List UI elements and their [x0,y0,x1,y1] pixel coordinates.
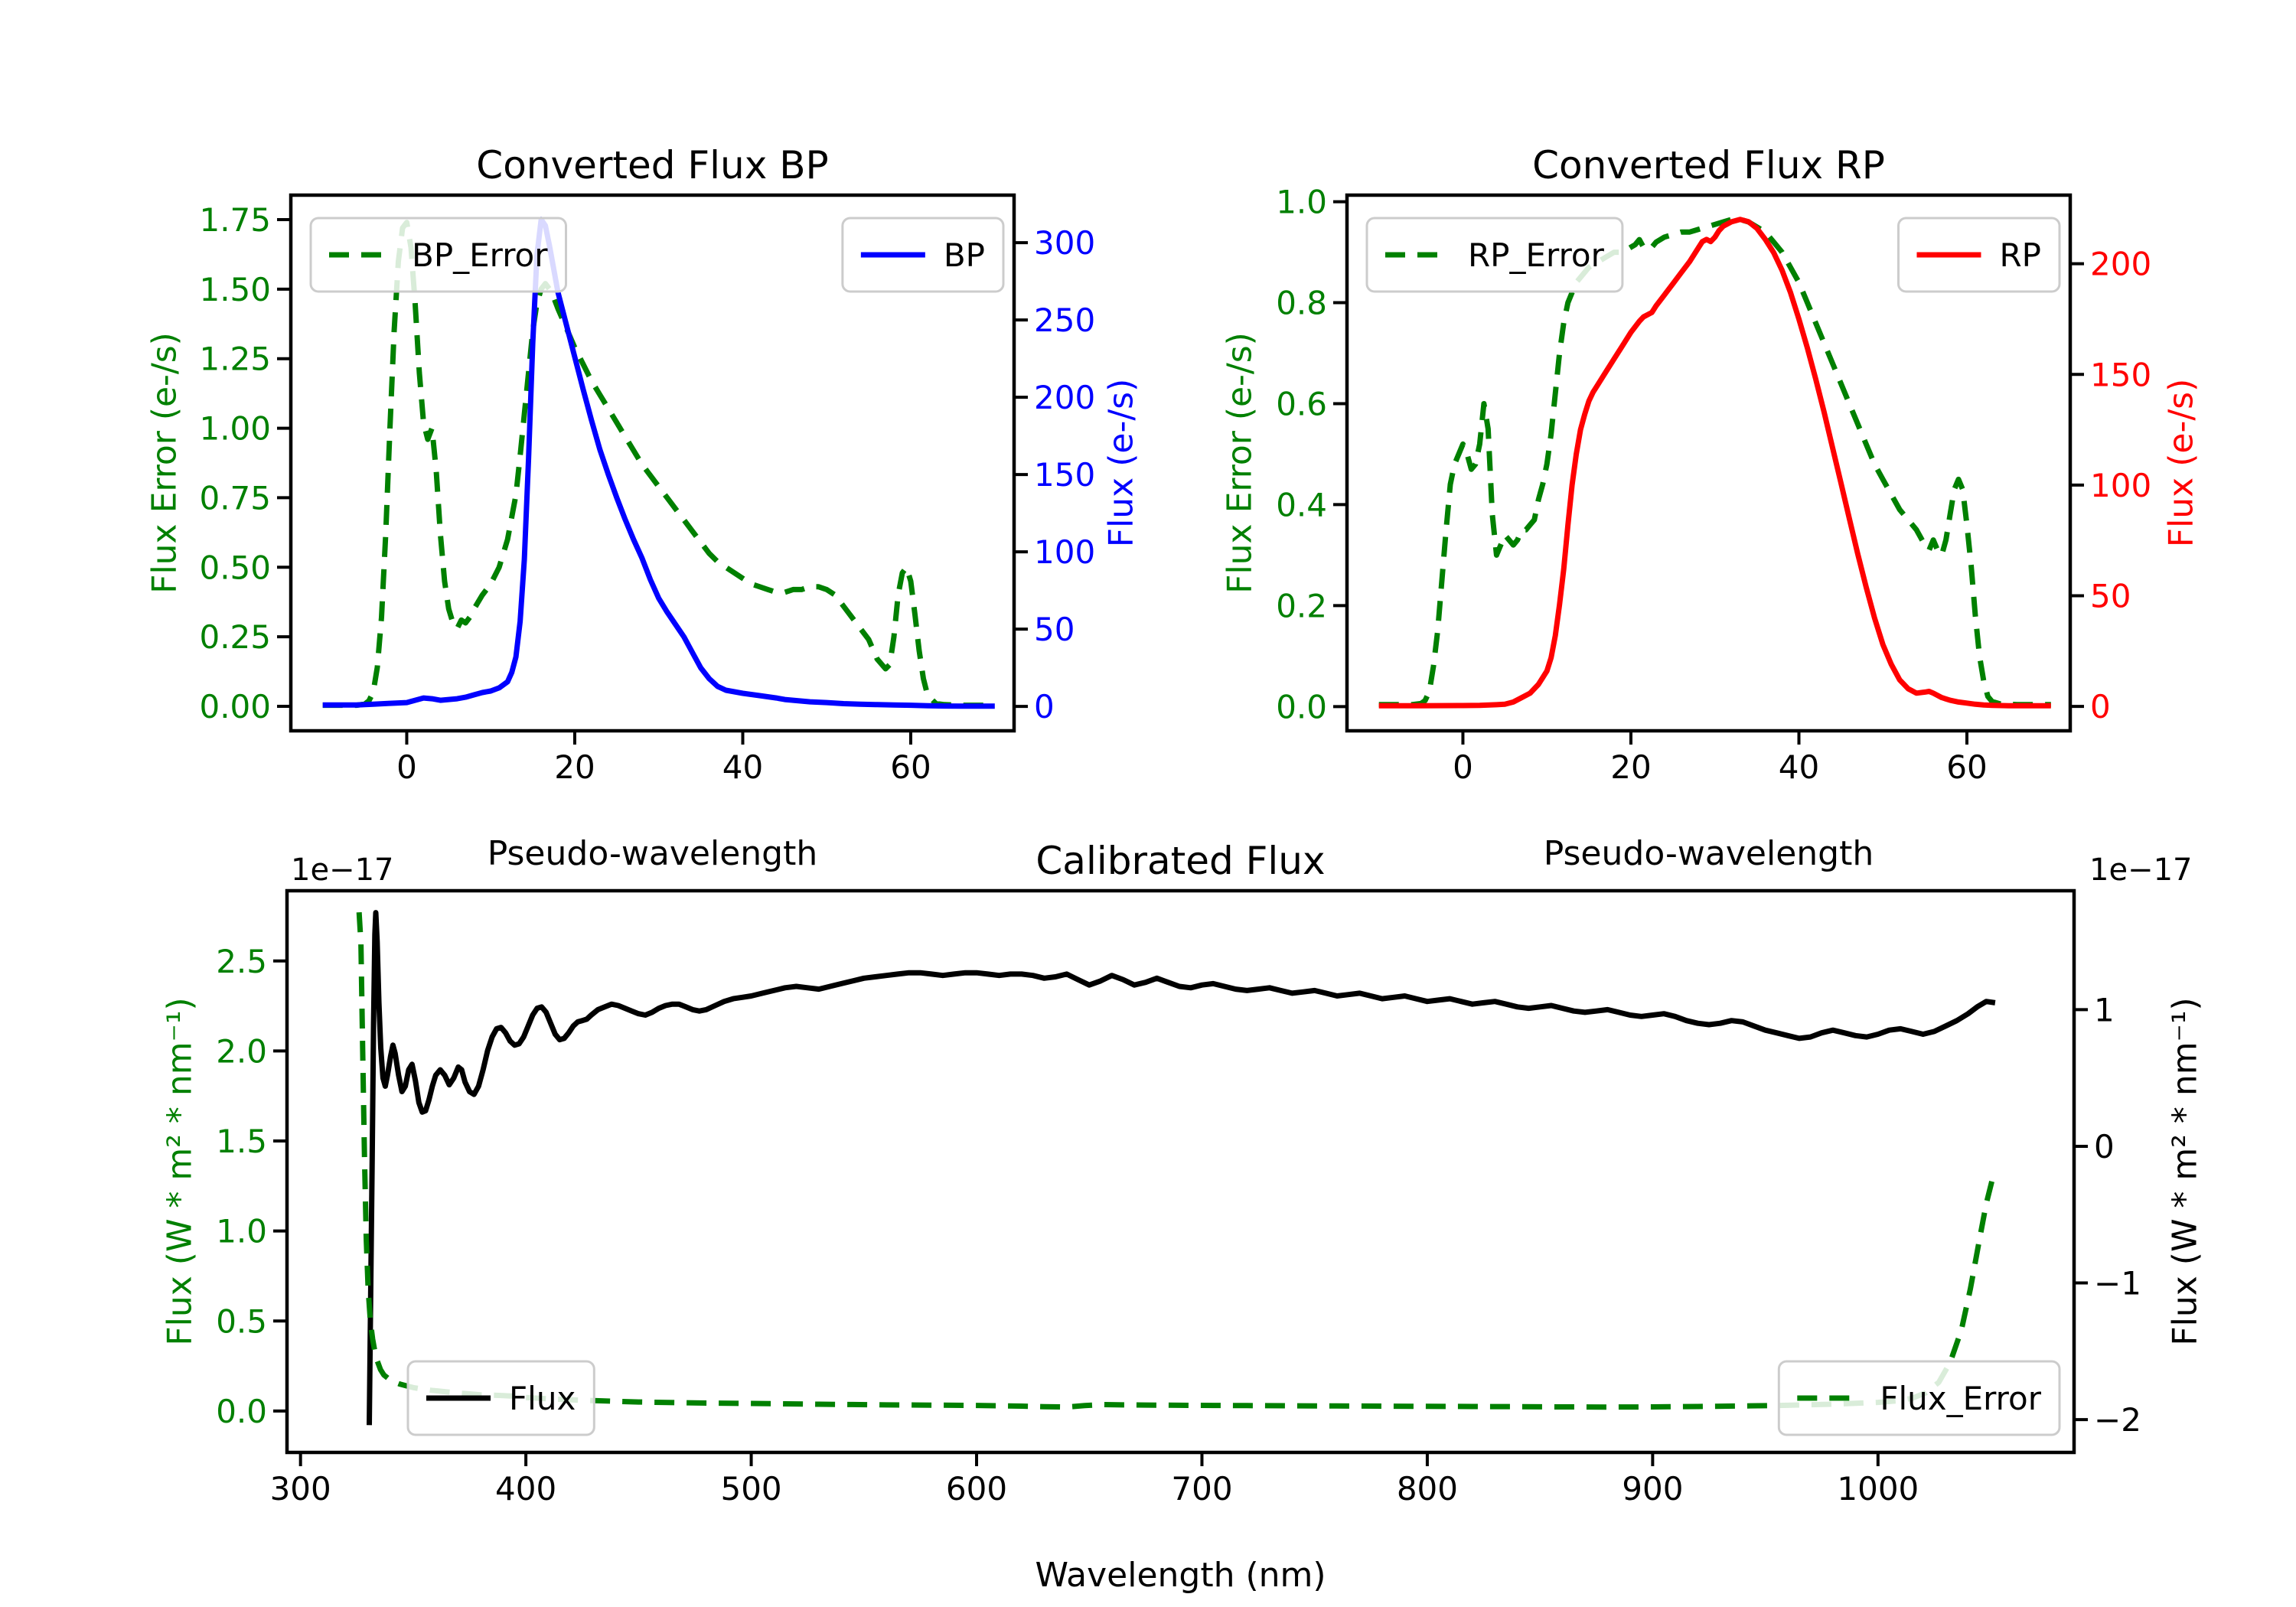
legend-box-Flux [406,1360,595,1436]
converted-flux-rp-left-tick-label: 0.2 [1276,587,1327,624]
calibrated-flux-title: Calibrated Flux [1035,839,1325,883]
calibrated-flux-right-offset-text: 1e−17 [2089,852,2192,888]
converted-flux-bp-series-layer [322,217,995,709]
calibrated-flux-right-tick-label: −2 [2094,1401,2141,1439]
converted-flux-bp-frame [289,193,1016,733]
converted-flux-rp-left-tick-label: 0.8 [1276,285,1327,322]
series-BP-line [322,217,995,709]
calibrated-flux-x-axis-label: Wavelength (nm) [1035,1556,1326,1595]
converted-flux-bp-left-tick-label: 1.75 [199,201,271,239]
converted-flux-bp-right-tick-label: 300 [1034,224,1095,262]
legend-label-BP_Error: BP_Error [412,236,548,274]
calibrated-flux-left-tick-label: 2.5 [216,943,267,980]
converted-flux-rp-x-tick-label: 20 [1610,748,1651,786]
converted-flux-bp-right-tick-label: 250 [1034,302,1095,339]
converted-flux-bp-right-axis-label: Flux (e-/s) [1102,379,1141,547]
converted-flux-bp-right-tick-label: 200 [1034,379,1095,416]
series-RP_Error-line [1378,217,2051,708]
legend-label-RP_Error: RP_Error [1468,236,1605,274]
calibrated-flux-x-tick-label: 1000 [1837,1470,1919,1508]
calibrated-flux-left-tick-label: 0.0 [216,1393,267,1430]
series-RP-line [1378,217,2051,709]
series-BP_Error-line [322,220,995,709]
legend-label-RP: RP [1999,236,2041,274]
legend-box-BP_Error [309,217,568,293]
converted-flux-rp-x-tick-label: 60 [1946,748,1987,786]
converted-flux-bp-right-tick-label: 150 [1034,456,1095,494]
converted-flux-rp-right-tick-label: 100 [2090,467,2151,504]
legend-label-Flux_Error: Flux_Error [1880,1380,2041,1417]
calibrated-flux-series-layer [356,910,1996,1426]
converted-flux-bp-right-tick-label: 0 [1034,688,1055,725]
calibrated-flux-x-tick-label: 900 [1622,1470,1683,1508]
series-Flux-line [367,910,1996,1426]
calibrated-flux-frame [285,888,2076,1455]
converted-flux-rp-left-tick-label: 0.0 [1276,688,1327,725]
converted-flux-bp-x-tick-label: 60 [890,748,931,786]
converted-flux-bp-title: Converted Flux BP [476,143,828,187]
converted-flux-rp-left-tick-label: 0.6 [1276,385,1327,422]
converted-flux-bp-left-tick-label: 0.00 [199,688,271,725]
calibrated-flux-x-tick-label: 800 [1397,1470,1458,1508]
converted-flux-rp-left-tick-label: 1.0 [1276,184,1327,221]
calibrated-flux-left-tick-label: 0.5 [216,1302,267,1340]
converted-flux-rp-right-tick-label: 200 [2090,246,2151,283]
converted-flux-rp-title: Converted Flux RP [1532,143,1885,187]
calibrated-flux-x-tick-label: 400 [495,1470,556,1508]
calibrated-flux-left-tick-label: 1.5 [216,1123,267,1160]
converted-flux-bp-left-tick-label: 0.75 [199,479,271,517]
converted-flux-rp-frame [1345,193,2073,733]
calibrated-flux-left-offset-text: 1e−17 [291,852,393,888]
calibrated-flux-right-tick-label: 0 [2094,1128,2115,1165]
calibrated-flux-right-tick-label: −1 [2094,1265,2141,1302]
converted-flux-rp-left-tick-label: 0.4 [1276,486,1327,523]
converted-flux-rp-right-tick-label: 50 [2090,578,2131,615]
calibrated-flux-left-tick-label: 1.0 [216,1213,267,1250]
calibrated-flux-right-axis-label: Flux (W * m² * nm⁻¹) [2166,997,2205,1345]
converted-flux-rp-series-layer [1378,217,2051,709]
converted-flux-bp-left-tick-label: 1.25 [199,341,271,378]
converted-flux-bp-x-tick-label: 40 [722,748,763,786]
converted-flux-rp-x-axis-label: Pseudo-wavelength [1544,834,1874,873]
converted-flux-bp-left-tick-label: 1.50 [199,271,271,308]
legend-label-Flux: Flux [509,1380,576,1417]
converted-flux-bp-right-tick-label: 100 [1034,533,1095,571]
calibrated-flux-x-tick-label: 600 [946,1470,1007,1508]
converted-flux-rp-right-tick-label: 0 [2090,688,2111,725]
legend-box-RP_Error [1365,217,1624,293]
converted-flux-bp-left-axis-label: Flux Error (e-/s) [145,332,184,594]
calibrated-flux-right-tick-label: 1 [2094,991,2115,1028]
converted-flux-bp-x-axis-label: Pseudo-wavelength [488,834,818,873]
converted-flux-rp-right-tick-label: 150 [2090,356,2151,393]
converted-flux-bp-left-tick-label: 0.50 [199,549,271,586]
converted-flux-rp-x-tick-label: 40 [1779,748,1819,786]
converted-flux-bp-x-tick-label: 0 [396,748,417,786]
calibrated-flux-x-tick-label: 700 [1171,1470,1232,1508]
legend-label-BP: BP [944,236,985,274]
calibrated-flux-left-axis-label: Flux (W * m² * nm⁻¹) [161,997,200,1345]
calibrated-flux-left-tick-label: 2.0 [216,1032,267,1070]
converted-flux-bp-left-tick-label: 0.25 [199,618,271,656]
converted-flux-rp-left-axis-label: Flux Error (e-/s) [1221,332,1260,594]
converted-flux-rp-right-axis-label: Flux (e-/s) [2162,379,2201,547]
converted-flux-bp-x-tick-label: 20 [554,748,595,786]
calibrated-flux-x-tick-label: 300 [270,1470,331,1508]
converted-flux-bp-right-tick-label: 50 [1034,611,1075,648]
legend-box-Flux_Error [1777,1360,2061,1436]
converted-flux-bp-left-tick-label: 1.00 [199,410,271,448]
converted-flux-rp-x-tick-label: 0 [1453,748,1473,786]
calibrated-flux-x-tick-label: 500 [720,1470,781,1508]
